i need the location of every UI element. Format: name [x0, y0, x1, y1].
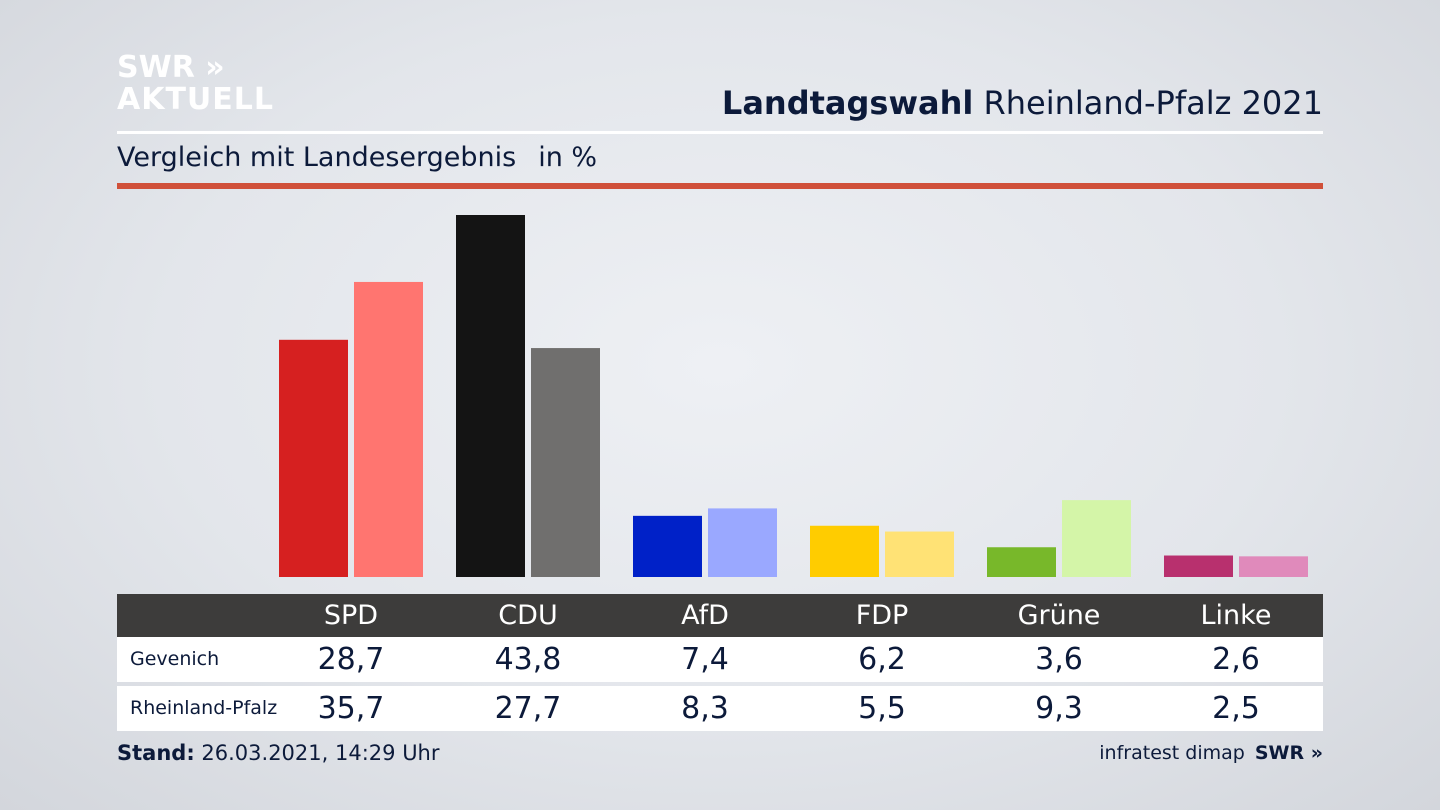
category-label: AfD	[681, 600, 729, 631]
bar-grne-rheinland-pfalz	[1062, 500, 1131, 577]
value-cell: 5,5	[858, 691, 906, 726]
category-label: CDU	[498, 600, 558, 631]
value-cell: 2,5	[1212, 691, 1260, 726]
subtitle-unit: in %	[538, 142, 598, 173]
accent-divider	[117, 183, 1323, 189]
category-label: FDP	[855, 600, 909, 631]
stand-label: Stand:	[117, 741, 195, 765]
bar-linke-gevenich	[1164, 555, 1233, 577]
bar-cdu-gevenich	[456, 215, 525, 577]
swr-aktuell-logo: SWR » AKTUELL	[117, 52, 274, 116]
title-bold: Landtagswahl	[721, 84, 974, 122]
row-label-gevenich: Gevenich	[130, 648, 220, 670]
subtitle-text: Vergleich mit Landesergebnis	[117, 142, 517, 173]
bar-afd-rheinland-pfalz	[708, 508, 777, 577]
bar-fdp-gevenich	[810, 525, 879, 577]
timestamp: Stand: 26.03.2021, 14:29 Uhr	[117, 741, 440, 765]
category-label: SPD	[323, 600, 379, 631]
page-title: Landtagswahl Rheinland-Pfalz 2021	[722, 84, 1323, 122]
bar-afd-gevenich	[633, 515, 702, 577]
category-label: Grüne	[1017, 600, 1101, 631]
results-table: SPD CDU AfD FDP Grüne Linke Gevenich 28,7 43,8…	[117, 594, 1323, 731]
logo-line-2: AKTUELL	[117, 82, 275, 117]
source-brand: SWR »	[1254, 742, 1323, 764]
bar-linke-rheinland-pfalz	[1239, 556, 1308, 577]
source-name: infratest dimap	[1099, 742, 1245, 764]
bar-grne-gevenich	[987, 547, 1056, 577]
bar-fdp-rheinland-pfalz	[885, 531, 954, 577]
title-rest: Rheinland-Pfalz 2021	[983, 84, 1323, 122]
value-cell: 7,4	[681, 642, 729, 677]
value-cell: 28,7	[317, 642, 385, 677]
chart-subtitle: Vergleich mit Landesergebnis in %	[117, 142, 597, 173]
title-divider	[117, 131, 1323, 134]
source-credit: infratest dimap SWR »	[1099, 742, 1323, 764]
bar-chart	[279, 215, 1308, 577]
row-label-rheinland-pfalz: Rheinland-Pfalz	[130, 697, 278, 719]
table-row: Gevenich 28,7 43,8 7,4 6,2 3,6 2,6	[117, 637, 1323, 682]
value-cell: 35,7	[317, 691, 385, 726]
table-row: Rheinland-Pfalz 35,7 27,7 8,3 5,5 9,3 2,5	[117, 686, 1323, 731]
value-cell: 3,6	[1035, 642, 1083, 677]
category-label: Linke	[1200, 600, 1272, 631]
bar-spd-rheinland-pfalz	[354, 281, 423, 577]
value-cell: 2,6	[1212, 642, 1260, 677]
value-cell: 8,3	[681, 691, 729, 726]
value-cell: 9,3	[1035, 691, 1083, 726]
bar-cdu-rheinland-pfalz	[531, 348, 600, 577]
table-header-row: SPD CDU AfD FDP Grüne Linke	[117, 594, 1323, 637]
stand-value: 26.03.2021, 14:29 Uhr	[201, 741, 440, 765]
logo-line-1: SWR »	[117, 50, 225, 85]
value-cell: 6,2	[858, 642, 906, 677]
value-cell: 27,7	[494, 691, 562, 726]
bar-spd-gevenich	[279, 339, 348, 577]
value-cell: 43,8	[494, 642, 562, 677]
